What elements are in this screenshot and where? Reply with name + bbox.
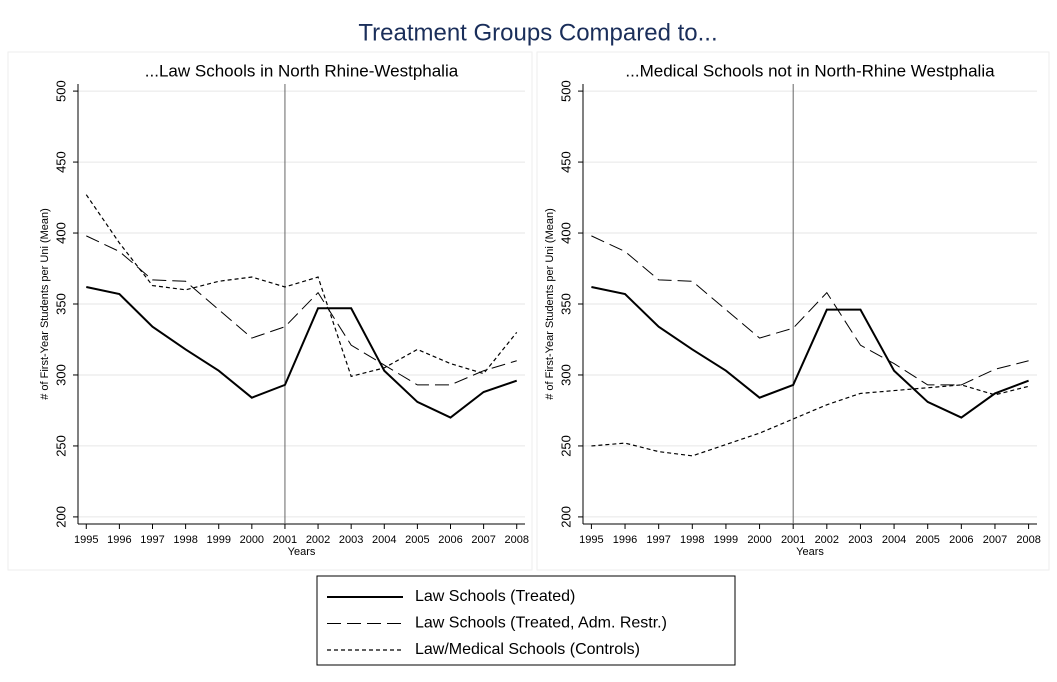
series-line (591, 235, 1029, 386)
x-tick-label: 1996 (107, 534, 131, 546)
y-tick-label: 500 (558, 80, 573, 102)
y-tick-label: 300 (53, 364, 68, 386)
x-tick-label: 2000 (240, 534, 264, 546)
x-tick-label: 1995 (579, 534, 603, 546)
x-tick-label: 2000 (747, 534, 771, 546)
x-tick-label: 2006 (949, 534, 973, 546)
y-tick-label: 400 (558, 222, 573, 244)
panel-title: ...Law Schools in North Rhine-Westphalia (145, 61, 459, 80)
y-tick-label: 400 (53, 222, 68, 244)
y-tick-label: 200 (558, 506, 573, 528)
y-axis-label: # of First-Year Students per Uni (Mean) (544, 208, 556, 400)
x-tick-label: 2002 (815, 534, 839, 546)
y-tick-label: 450 (53, 151, 68, 173)
x-tick-label: 2006 (438, 534, 462, 546)
x-axis-label: Years (288, 546, 316, 558)
x-tick-label: 2001 (781, 534, 805, 546)
x-tick-label: 2005 (915, 534, 939, 546)
y-tick-label: 250 (53, 435, 68, 457)
series-line (86, 235, 517, 386)
y-tick-label: 350 (558, 293, 573, 315)
legend-label: Law Schools (Treated, Adm. Restr.) (415, 615, 667, 632)
x-tick-label: 1995 (74, 534, 98, 546)
x-tick-label: 1998 (680, 534, 704, 546)
x-tick-label: 1999 (714, 534, 738, 546)
x-tick-label: 2002 (306, 534, 330, 546)
x-tick-label: 2007 (983, 534, 1007, 546)
y-axis-label: # of First-Year Students per Uni (Mean) (39, 208, 51, 400)
y-tick-label: 200 (53, 506, 68, 528)
y-tick-label: 250 (558, 435, 573, 457)
x-tick-label: 1999 (206, 534, 230, 546)
x-tick-label: 2005 (405, 534, 429, 546)
series-line (86, 285, 518, 419)
x-tick-label: 2003 (848, 534, 872, 546)
x-tick-label: 2007 (471, 534, 495, 546)
legend-label: Law/Medical Schools (Controls) (415, 641, 640, 658)
x-tick-label: 2008 (504, 534, 528, 546)
y-tick-label: 500 (53, 80, 68, 102)
x-tick-label: 2008 (1016, 534, 1040, 546)
x-tick-label: 2004 (882, 534, 906, 546)
x-tick-label: 1997 (646, 534, 670, 546)
figure-title: Treatment Groups Compared to... (358, 19, 717, 46)
y-tick-label: 300 (558, 364, 573, 386)
panel-title: ...Medical Schools not in North-Rhine We… (625, 61, 995, 80)
x-tick-label: 1997 (140, 534, 164, 546)
y-tick-label: 450 (558, 151, 573, 173)
legend-label: Law Schools (Treated) (415, 588, 575, 605)
panel-background (7, 51, 533, 571)
x-tick-label: 1996 (613, 534, 637, 546)
x-tick-label: 2003 (339, 534, 363, 546)
x-tick-label: 1998 (173, 534, 197, 546)
x-tick-label: 2004 (372, 534, 396, 546)
x-tick-label: 2001 (273, 534, 297, 546)
y-tick-label: 350 (53, 293, 68, 315)
series-line (591, 285, 1029, 419)
x-axis-label: Years (796, 546, 824, 558)
